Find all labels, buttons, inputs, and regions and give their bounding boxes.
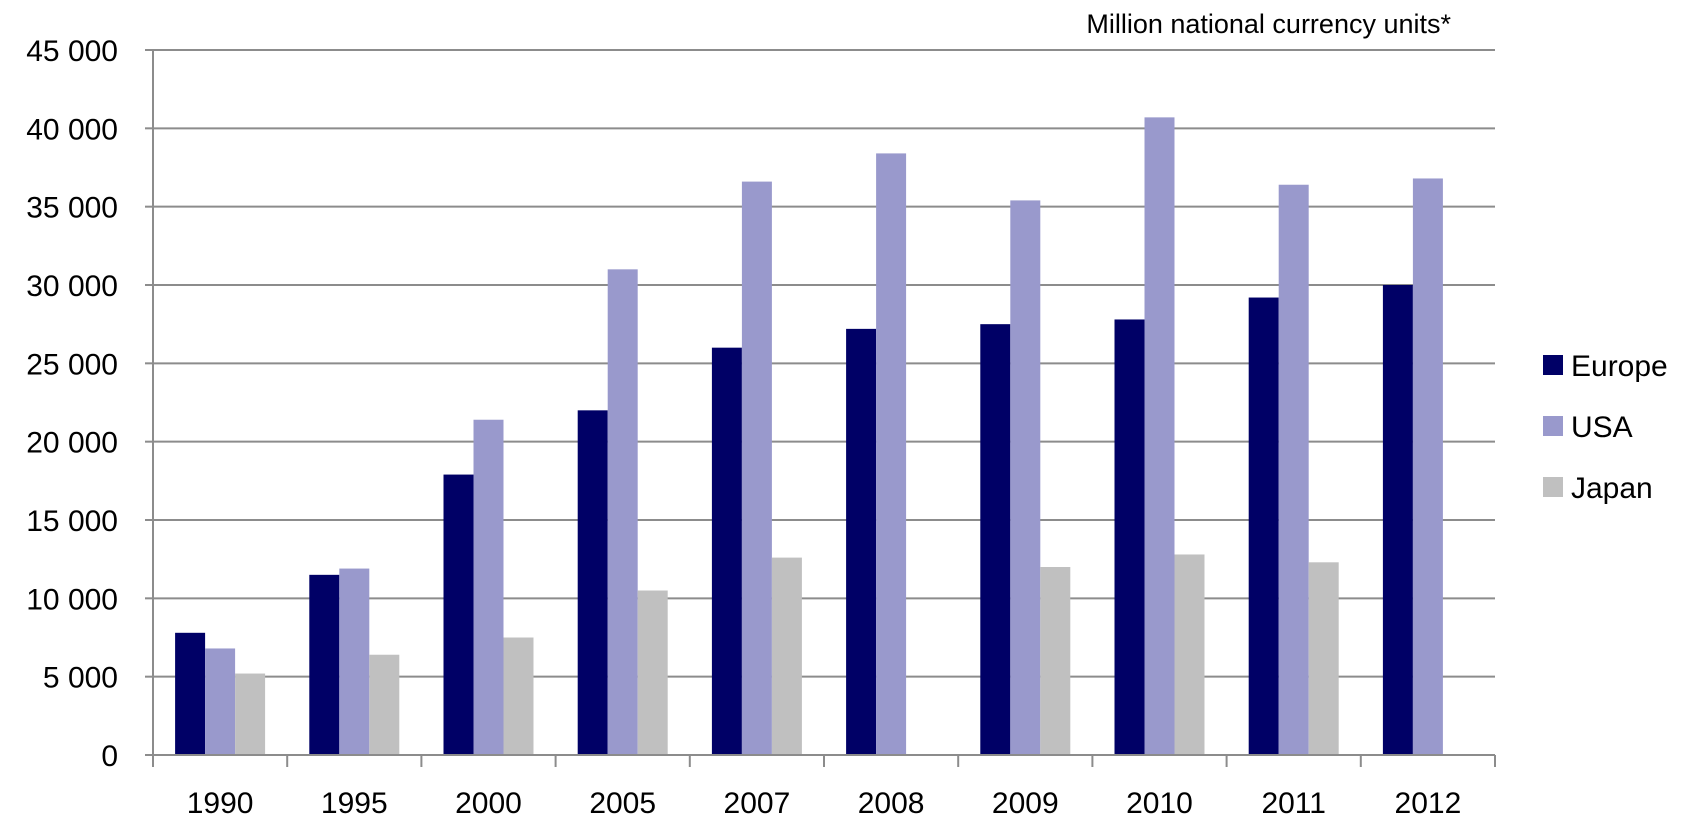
bar-europe-2008 [846, 328, 877, 755]
x-axis-tick-labels: 1990 1995 2000 2005 2007 2008 2009 2010 2011 2012 [187, 787, 1462, 820]
unit-label: Million national currency units* [1086, 9, 1451, 39]
bar-japan-2011 [1308, 562, 1339, 755]
bar-europe-2000 [443, 474, 474, 755]
y-tick-label: 10 000 [26, 583, 118, 616]
y-tick-label: 20 000 [26, 427, 118, 460]
y-axis-tick-labels: 0 5 000 10 000 15 000 20 000 25 000 30 000 35 0… [26, 35, 118, 773]
x-tick-label: 1990 [187, 787, 254, 820]
y-tick-label: 15 000 [26, 505, 118, 538]
legend-label-japan: Japan [1571, 472, 1653, 505]
axes [145, 49, 1496, 767]
legend-swatch-japan [1543, 477, 1563, 497]
x-tick-label: 2010 [1126, 787, 1193, 820]
x-tick-label: 2000 [455, 787, 522, 820]
x-tick-label: 2011 [1261, 787, 1326, 820]
bar-europe-2012 [1382, 285, 1413, 755]
legend-label-europe: Europe [1571, 350, 1668, 383]
legend-label-usa: USA [1571, 411, 1633, 444]
bar-japan-2009 [1040, 567, 1071, 755]
bar-usa-2008 [876, 153, 907, 755]
bar-japan-1995 [369, 654, 400, 755]
bar-japan-1990 [235, 673, 266, 755]
y-tick-label: 0 [101, 740, 118, 773]
bar-usa-2007 [741, 181, 772, 756]
y-tick-label: 5 000 [43, 662, 118, 695]
bars [175, 117, 1443, 756]
bar-usa-1990 [205, 648, 236, 755]
y-tick-label: 25 000 [26, 348, 118, 381]
bar-europe-2011 [1248, 297, 1279, 755]
gridlines [153, 49, 1495, 678]
y-tick-label: 35 000 [26, 192, 118, 225]
bar-europe-1990 [175, 632, 206, 755]
bar-usa-2000 [473, 419, 504, 755]
bar-usa-2010 [1144, 117, 1175, 755]
bar-europe-1995 [309, 574, 340, 755]
y-tick-label: 45 000 [26, 35, 118, 68]
legend: Europe USA Japan [1543, 350, 1668, 505]
bar-usa-2011 [1278, 184, 1309, 755]
bar-japan-2010 [1174, 554, 1205, 755]
bar-japan-2005 [637, 590, 668, 755]
legend-swatch-europe [1543, 355, 1563, 375]
bar-japan-2000 [503, 637, 534, 755]
bar-usa-2009 [1010, 200, 1041, 755]
y-tick-label: 30 000 [26, 270, 118, 303]
bar-japan-2007 [771, 557, 802, 755]
legend-swatch-usa [1543, 416, 1563, 436]
bar-europe-2009 [980, 324, 1011, 755]
x-tick-label: 2007 [724, 787, 791, 820]
bar-europe-2005 [577, 410, 608, 755]
x-tick-label: 2005 [589, 787, 656, 820]
bar-usa-2012 [1412, 178, 1443, 755]
bar-europe-2010 [1114, 319, 1145, 755]
bar-europe-2007 [711, 347, 742, 755]
x-tick-label: 2009 [992, 787, 1059, 820]
bar-usa-2005 [607, 269, 638, 755]
x-tick-label: 2012 [1395, 787, 1462, 820]
x-tick-label: 1995 [321, 787, 388, 820]
x-tick-label: 2008 [858, 787, 925, 820]
y-tick-label: 40 000 [26, 113, 118, 146]
bar-usa-1995 [339, 568, 370, 755]
